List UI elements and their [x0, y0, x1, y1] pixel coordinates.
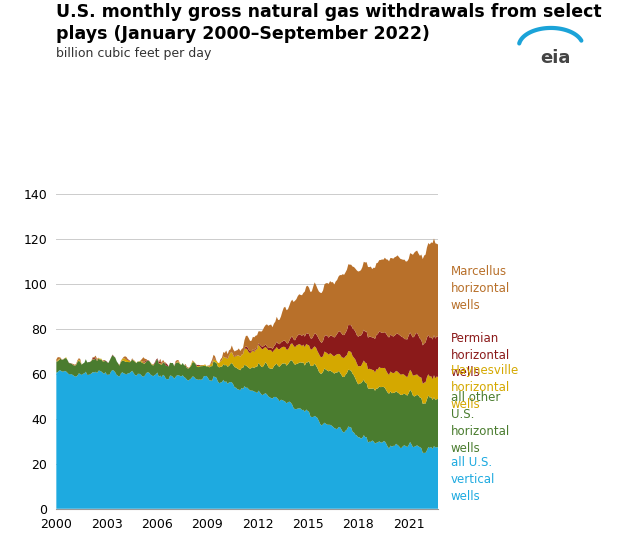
Text: U.S. monthly gross natural gas withdrawals from select: U.S. monthly gross natural gas withdrawa…	[56, 3, 602, 21]
Text: plays (January 2000–September 2022): plays (January 2000–September 2022)	[56, 25, 430, 43]
Text: eia: eia	[541, 49, 571, 67]
Text: Permian
horizontal
wells: Permian horizontal wells	[451, 332, 510, 379]
Text: Haynesville
horizontal
wells: Haynesville horizontal wells	[451, 364, 519, 411]
Text: Marcellus
horizontal
wells: Marcellus horizontal wells	[451, 265, 510, 311]
Text: billion cubic feet per day: billion cubic feet per day	[56, 47, 212, 60]
Text: all other
U.S.
horizontal
wells: all other U.S. horizontal wells	[451, 391, 510, 455]
Text: all U.S.
vertical
wells: all U.S. vertical wells	[451, 456, 495, 503]
